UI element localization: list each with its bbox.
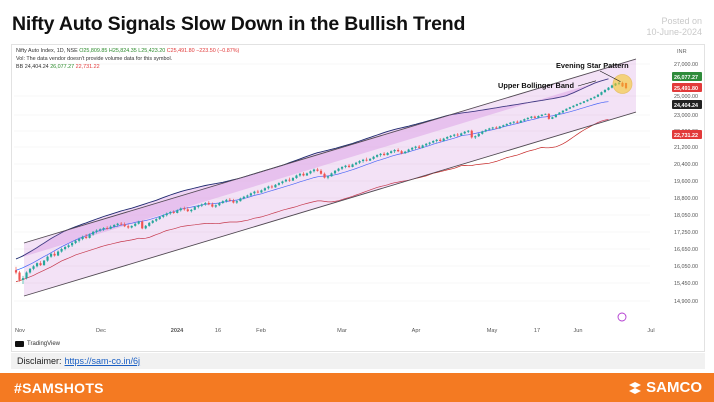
legend-bb-row: BB 24,404.24 26,077.27 22,731.22 [16, 63, 239, 71]
legend-high: H25,824.35 [108, 48, 137, 54]
legend-open: O25,809.85 [79, 48, 108, 54]
disclaimer-bar: Disclaimer: https://sam-co.in/6j [11, 353, 705, 369]
posted-info: Posted on 10-June-2024 [646, 16, 702, 38]
legend-bb-label: BB [16, 64, 24, 71]
disclaimer-label: Disclaimer: [17, 356, 62, 366]
footer-brand-label: SAMCO [646, 379, 702, 396]
headline: Nifty Auto Signals Slow Down in the Bull… [12, 13, 466, 35]
legend-low: L25,423.20 [138, 48, 166, 54]
posted-label: Posted on [661, 16, 702, 26]
chart-legend: Nifty Auto Index, 1D, NSE O25,809.85 H25… [16, 47, 239, 72]
chart-frame [11, 44, 705, 352]
legend-ohlc-row: Nifty Auto Index, 1D, NSE O25,809.85 H25… [16, 47, 239, 55]
legend-change: −223.50 (−0.87%) [196, 48, 240, 54]
footer-hashtag: #SAMSHOTS [14, 380, 104, 396]
tradingview-attribution[interactable]: TradingView [15, 341, 60, 347]
tradingview-icon [15, 341, 24, 347]
legend-volume-note: Vol: The data vendor doesn't provide vol… [16, 56, 173, 63]
legend-bb-upper: 26,077.27 [50, 64, 75, 71]
legend-bb-basis: 24,404.24 [24, 64, 49, 71]
footer-bar: #SAMSHOTS SAMCO [0, 373, 714, 402]
samco-logo-icon [629, 381, 642, 394]
tradingview-label: TradingView [27, 341, 61, 347]
legend-close: C25,491.80 [166, 48, 195, 54]
disclaimer-link[interactable]: https://sam-co.in/6j [64, 356, 141, 366]
legend-symbol: Nifty Auto Index, 1D, NSE [16, 48, 78, 54]
posted-date: 10-June-2024 [646, 27, 702, 37]
legend-bb-lower: 22,731.22 [75, 64, 100, 71]
footer-brand[interactable]: SAMCO [628, 379, 702, 396]
